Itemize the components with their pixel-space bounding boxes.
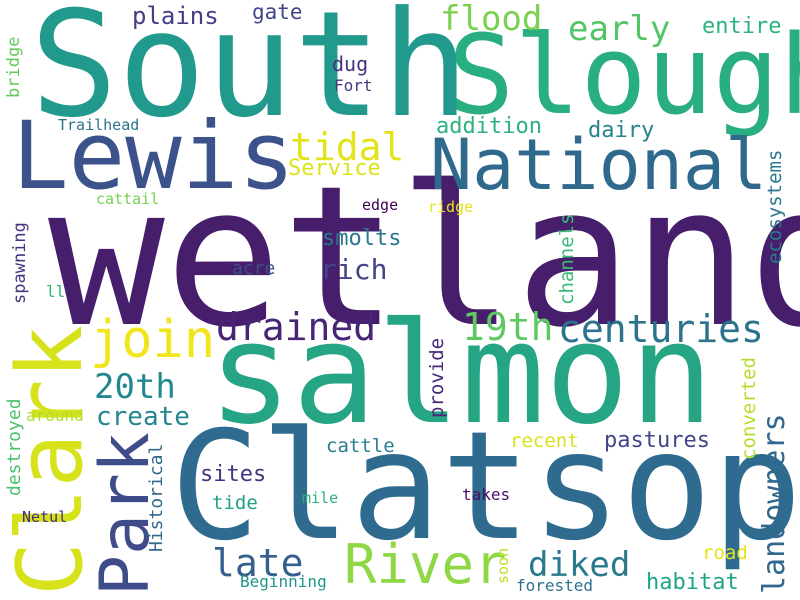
word-late: late xyxy=(212,541,304,585)
word-smolts: smolts xyxy=(322,226,402,251)
word-edge: edge xyxy=(362,196,399,214)
word-entire: entire xyxy=(702,14,782,39)
word-cattle: cattle xyxy=(326,435,395,457)
word-rich: rich xyxy=(320,253,388,286)
word-drained: drained xyxy=(216,305,377,349)
word-habitat: habitat xyxy=(646,570,739,595)
word-converted: converted xyxy=(738,357,760,460)
word-lewis: Lewis xyxy=(12,102,295,211)
word-early: early xyxy=(568,9,671,49)
word-sites: sites xyxy=(200,462,267,487)
word-cattail: cattail xyxy=(96,190,160,208)
word-road: road xyxy=(702,542,748,564)
word-clatsop: Clatsop xyxy=(170,400,800,574)
word-takes: takes xyxy=(462,485,511,504)
word-tide: tide xyxy=(212,492,258,514)
word-ecosystems: ecosystems xyxy=(764,149,786,264)
word-bridge: bridge xyxy=(4,36,24,98)
word-soon: soon xyxy=(494,547,512,584)
word-centuries: centuries xyxy=(558,307,764,351)
word-landowners: landowners xyxy=(757,413,792,594)
word-create: create xyxy=(96,402,190,432)
word-recent: recent xyxy=(510,430,579,452)
word-service: Service xyxy=(288,156,381,181)
word-addition: addition xyxy=(436,114,542,139)
word-20th: 20th xyxy=(94,367,176,407)
word-spawning: spawning xyxy=(10,222,30,304)
word-wetland: wetland xyxy=(48,144,800,370)
word-historical: Historical xyxy=(146,443,167,552)
word-beginning: Beginning xyxy=(240,572,327,591)
word-river: River xyxy=(344,533,507,596)
word-ll: ll xyxy=(46,282,66,301)
word-provide: provide xyxy=(426,337,448,418)
word-mile: mile xyxy=(302,489,339,507)
word-slough: Slough xyxy=(448,11,800,139)
word-plains: plains xyxy=(132,2,219,30)
word-gate: gate xyxy=(252,0,303,24)
word-pastures: pastures xyxy=(604,428,710,453)
word-diked: diked xyxy=(528,545,631,585)
word-flood: flood xyxy=(440,0,543,39)
word-ridge: ridge xyxy=(428,198,474,216)
word-acre: acre xyxy=(232,258,276,279)
word-tidal: tidal xyxy=(290,125,405,169)
word-south: South xyxy=(30,0,470,150)
word-around: around xyxy=(26,406,84,425)
word-fort: Fort xyxy=(334,76,373,95)
word-forested: forested xyxy=(516,576,594,595)
word-national: National xyxy=(430,124,768,206)
word-dairy: dairy xyxy=(588,118,655,143)
word-join: join xyxy=(90,310,216,370)
word-channels: channels xyxy=(556,213,578,305)
word-salmon: salmon xyxy=(208,293,714,456)
word-19th: 19th xyxy=(462,305,554,349)
word-netul: Netul xyxy=(22,508,68,526)
word-trailhead: Trailhead xyxy=(58,116,140,134)
word-dug: dug xyxy=(332,52,369,76)
word-destroyed: destroyed xyxy=(4,398,25,496)
